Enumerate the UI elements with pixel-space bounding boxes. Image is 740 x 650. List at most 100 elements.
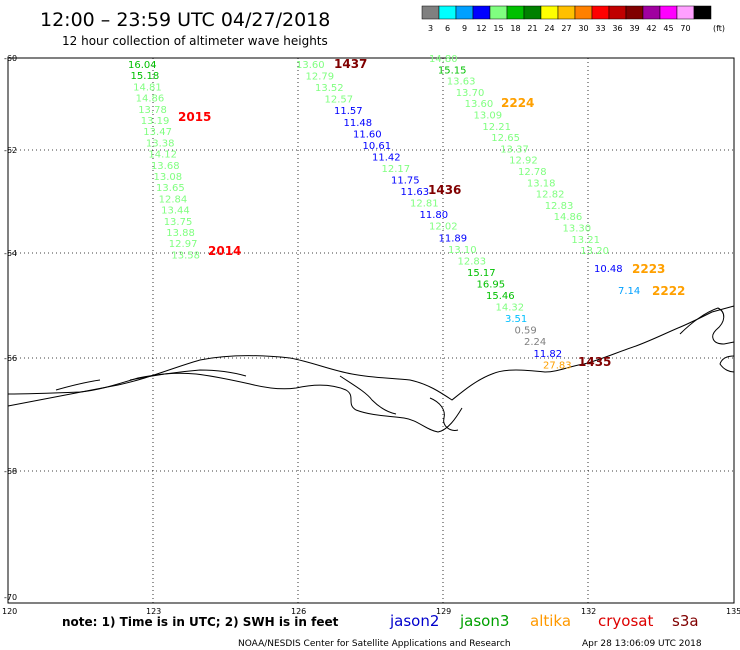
lat-label: -66	[4, 354, 17, 363]
track-value: 2015	[178, 110, 211, 124]
track-value: 13.37	[500, 144, 529, 155]
colorbar-swatch	[489, 5, 508, 20]
track-value: 13.52	[315, 83, 344, 94]
track-value: 2223	[632, 262, 665, 276]
track-value: 11.89	[439, 233, 468, 244]
track-value: 1437	[334, 57, 367, 71]
lon-label: 135	[726, 607, 740, 616]
colorbar-swatch	[506, 5, 525, 20]
lon-label: 126	[291, 607, 306, 616]
track-value: 12.82	[536, 190, 565, 201]
track-value: 1436	[428, 183, 461, 197]
track-value: 13.63	[447, 77, 476, 88]
track-value: 13.20	[580, 246, 609, 257]
track-value: 12.83	[545, 201, 574, 212]
colorbar-label: 21	[527, 24, 537, 33]
colorbar-label: 18	[510, 24, 520, 33]
track-value: 1435	[578, 355, 611, 369]
track-value: 13.09	[474, 111, 503, 122]
colorbar-label: 6	[445, 24, 450, 33]
lat-label: -62	[4, 146, 17, 155]
track-value: 0.59	[515, 326, 537, 337]
colorbar-label: 24	[544, 24, 554, 33]
track-value: 12.65	[491, 133, 520, 144]
colorbar-swatch	[693, 5, 712, 20]
latitude-labels: -60 -62 -64 -66 -68 -70	[4, 54, 17, 602]
track-value: 13.19	[141, 116, 170, 127]
colorbar-label: 3	[428, 24, 433, 33]
map-title: 12:00 – 23:59 UTC 04/27/2018	[40, 9, 330, 31]
track-value: 2224	[501, 96, 534, 110]
track-value: 13.47	[143, 127, 172, 138]
colorbar-label: 45	[663, 24, 673, 33]
track-value: 12.79	[306, 72, 335, 83]
map-frame	[7, 57, 735, 604]
colorbar-label: 42	[646, 24, 656, 33]
colorbar-label: 15	[493, 24, 503, 33]
track-value: 11.42	[372, 152, 401, 163]
altimeter-tracks: 16.0415.1814.8114.8613.7813.1913.4713.38…	[128, 54, 685, 371]
colorbar-swatch	[608, 5, 627, 20]
track-value: 15.18	[131, 71, 160, 82]
lat-label: -64	[4, 249, 17, 258]
map-subtitle: 12 hour collection of altimeter wave hei…	[62, 34, 328, 48]
colorbar-label: 27	[561, 24, 571, 33]
lat-label: -60	[4, 54, 17, 63]
lat-label: -68	[4, 467, 17, 476]
track-value: 13.21	[571, 235, 600, 246]
colorbar-swatch	[676, 5, 695, 20]
track-value: 14.32	[496, 303, 525, 314]
colorbar-swatch	[557, 5, 576, 20]
lon-label: 123	[146, 607, 161, 616]
colorbar-legend: 3 6 9 12 15 18 21 24 27 30 33 36 39 42 45 70 (ft)	[421, 5, 725, 33]
colorbar-swatch	[472, 5, 491, 20]
track-value: 13.30	[563, 224, 592, 235]
track-value: 12.84	[159, 194, 188, 205]
colorbar-swatch	[540, 5, 559, 20]
colorbar-unit: (ft)	[713, 24, 725, 33]
track-value: 13.58	[171, 250, 200, 261]
footer-note: note: 1) Time is in UTC; 2) SWH is in fe…	[62, 615, 339, 629]
credit-text: NOAA/NESDIS Center for Satellite Applica…	[238, 639, 511, 649]
track-value: 11.75	[391, 176, 420, 187]
track-value: 16.04	[128, 60, 157, 71]
track-value: 11.80	[420, 210, 449, 221]
track-value: 15.17	[467, 268, 496, 279]
track-value: 2222	[652, 284, 685, 298]
colorbar-label: 36	[612, 24, 622, 33]
track-value: 14.86	[136, 94, 165, 105]
track-value: 12.92	[509, 156, 538, 167]
colorbar-swatch	[642, 5, 661, 20]
satellite-jason3: jason3	[459, 612, 509, 630]
track-value: 13.88	[166, 228, 195, 239]
track-value: 7.14	[618, 286, 640, 297]
colorbar-swatch	[591, 5, 610, 20]
track-value: 13.44	[161, 206, 190, 217]
track-value: 15.15	[438, 65, 467, 76]
track-value: 2.24	[524, 337, 546, 348]
track-value: 13.18	[527, 178, 556, 189]
track-value: 12.78	[518, 167, 547, 178]
track-value: 11.48	[344, 118, 373, 129]
antarctic-coastline	[7, 305, 735, 433]
track-value: 12.83	[458, 256, 487, 267]
lon-label: 120	[2, 607, 17, 616]
track-value: 14.12	[148, 150, 177, 161]
track-value: 10.48	[594, 264, 623, 275]
track-value: 12.97	[169, 239, 198, 250]
satellite-cryosat: cryosat	[598, 612, 653, 630]
track-value: 12.17	[382, 164, 411, 175]
grid-lines	[8, 58, 734, 603]
track-value: 12.21	[482, 122, 511, 133]
track-value: 11.82	[534, 349, 563, 360]
lon-label: 132	[581, 607, 596, 616]
colorbar-swatch	[574, 5, 593, 20]
track-value: 11.60	[353, 129, 382, 140]
track-value: 11.63	[401, 187, 430, 198]
colorbar-label: 30	[578, 24, 588, 33]
longitude-labels: 120 123 126 129 132 135	[2, 607, 740, 616]
track-value: 13.38	[146, 138, 175, 149]
track-value: 15.46	[486, 291, 515, 302]
colorbar-swatch	[625, 5, 644, 20]
